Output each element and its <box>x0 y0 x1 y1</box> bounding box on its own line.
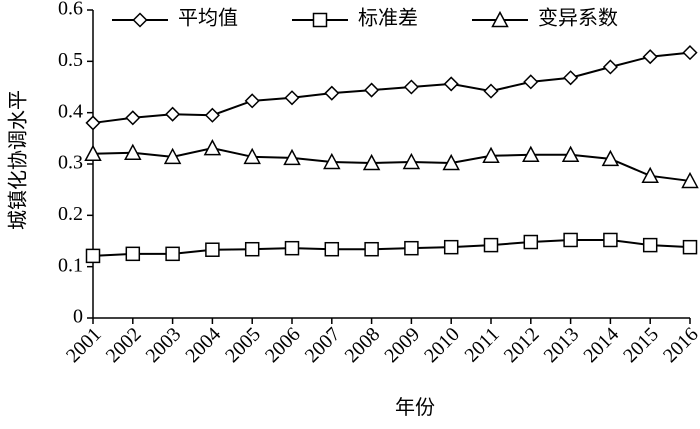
data-point <box>244 93 260 109</box>
data-point <box>522 145 540 163</box>
data-point <box>283 148 301 166</box>
data-point <box>563 70 579 86</box>
y-tick-label: 0.4 <box>58 100 83 122</box>
data-point <box>563 232 578 248</box>
data-point <box>442 153 460 171</box>
data-point <box>284 240 300 256</box>
data-point <box>523 74 539 90</box>
data-point <box>124 143 142 160</box>
data-point <box>324 85 340 101</box>
data-point <box>642 237 658 253</box>
data-point <box>204 107 220 123</box>
data-point <box>203 138 222 156</box>
y-tick-label: 0.1 <box>58 254 83 276</box>
data-point <box>561 145 580 163</box>
x-tick-label: 2008 <box>341 323 385 367</box>
x-tick-label: 2009 <box>380 323 424 367</box>
x-tick-label: 2011 <box>460 323 503 366</box>
y-tick-label: 0 <box>73 306 83 328</box>
x-tick-label: 2002 <box>102 323 146 367</box>
data-point <box>641 166 659 184</box>
data-point <box>483 237 499 253</box>
data-point <box>603 232 618 248</box>
data-point <box>681 171 699 189</box>
data-point <box>483 83 499 99</box>
data-point <box>682 239 698 255</box>
legend-label: 平均值 <box>178 7 238 30</box>
legend-label: 变异系数 <box>538 7 618 30</box>
x-tick-label: 2004 <box>181 323 225 367</box>
y-tick-label: 0.2 <box>58 203 83 225</box>
data-point <box>482 146 500 164</box>
x-tick-label: 2001 <box>62 323 106 367</box>
legend-marker <box>491 10 509 28</box>
x-tick-label: 2005 <box>221 323 265 367</box>
data-point <box>402 152 421 170</box>
y-tick-label: 0.6 <box>58 0 83 20</box>
legend-marker <box>132 12 148 28</box>
data-point <box>602 59 618 75</box>
data-point <box>324 241 340 257</box>
x-tick-label: 2003 <box>142 323 186 367</box>
y-axis-label: 城镇化协调水平 <box>7 90 30 230</box>
x-tick-label: 2013 <box>540 323 584 367</box>
data-point <box>362 153 381 171</box>
legend-marker <box>312 12 328 28</box>
y-tick-label: 0.5 <box>58 49 83 71</box>
x-tick-label: 2015 <box>619 323 663 367</box>
data-point <box>205 242 220 257</box>
data-point <box>243 147 261 165</box>
data-point <box>165 246 180 262</box>
data-point <box>404 240 419 256</box>
data-point <box>85 115 101 131</box>
data-point <box>165 106 181 122</box>
x-axis-label: 年份 <box>395 396 435 419</box>
data-point <box>601 149 620 167</box>
x-tick-label: 2012 <box>500 323 544 367</box>
x-tick-label: 2014 <box>579 323 623 367</box>
series-line <box>92 238 691 257</box>
x-tick-label: 2010 <box>420 323 464 367</box>
data-point <box>163 147 182 165</box>
legend-label: 标准差 <box>358 7 418 30</box>
x-tick-label: 2006 <box>261 323 305 367</box>
y-tick-label: 0.3 <box>58 152 83 174</box>
data-point <box>364 82 380 98</box>
data-point <box>443 76 459 92</box>
data-point <box>125 110 141 126</box>
data-point <box>244 241 260 257</box>
data-point <box>125 246 141 262</box>
data-point <box>284 90 300 106</box>
data-point <box>682 45 698 61</box>
series-line <box>92 147 691 182</box>
data-point <box>403 79 419 95</box>
data-point <box>443 239 459 255</box>
x-tick-label: 2007 <box>301 323 345 367</box>
data-point <box>84 144 102 161</box>
data-point <box>642 49 658 65</box>
series-line <box>92 51 691 124</box>
data-point <box>323 152 341 170</box>
data-point <box>85 248 101 264</box>
x-tick-label: 2016 <box>659 323 700 367</box>
data-point <box>364 241 379 257</box>
data-point <box>523 234 539 250</box>
